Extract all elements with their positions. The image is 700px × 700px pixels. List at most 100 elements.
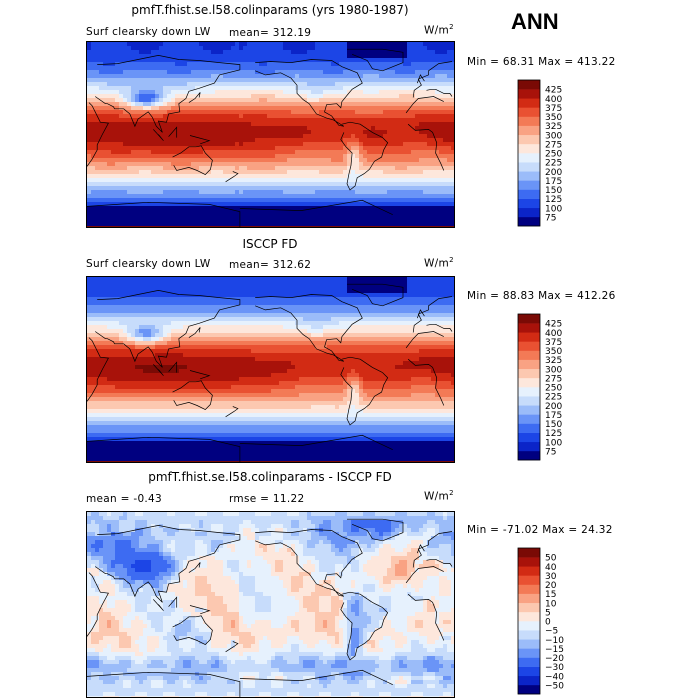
colorbar-swatch xyxy=(518,80,540,90)
colorbar-tick-label: 100 xyxy=(545,438,562,448)
colorbar-tick-label: 350 xyxy=(545,113,562,123)
colorbar-swatch xyxy=(518,350,540,360)
panel3-mean: mean = -0.43 xyxy=(86,493,163,505)
colorbar-tick-label: 100 xyxy=(545,204,562,214)
colorbar-swatch xyxy=(518,207,540,218)
colorbar-tick-label: 75 xyxy=(545,213,556,223)
colorbar-tick-label: −40 xyxy=(545,672,564,682)
colorbar-tick-label: −50 xyxy=(545,681,564,691)
colorbar-swatch xyxy=(518,684,540,695)
colorbar-swatch xyxy=(518,557,540,567)
colorbar-swatch xyxy=(518,441,540,452)
heatmap-cells xyxy=(87,277,454,462)
colorbar-tick-label: 275 xyxy=(545,374,562,384)
coastlines xyxy=(87,518,453,697)
panel2-map xyxy=(86,276,455,463)
colorbar-swatch xyxy=(518,125,540,136)
colorbar-tick-label: 325 xyxy=(545,122,562,132)
colorbar-tick-label: 425 xyxy=(545,86,562,96)
panel1-map xyxy=(86,41,455,228)
colorbar-swatch xyxy=(518,134,540,145)
colorbar-swatch xyxy=(518,405,540,415)
colorbar-tick-label: 400 xyxy=(545,329,562,339)
colorbar-tick-label: 125 xyxy=(545,195,562,205)
colorbar-swatch xyxy=(518,332,540,342)
colorbar-tick-label: 225 xyxy=(545,159,562,169)
colorbar-tick-label: 175 xyxy=(545,411,562,421)
colorbar-tick-label: 200 xyxy=(545,168,562,178)
colorbar-swatch xyxy=(518,387,540,397)
panel1-minmax: Min = 68.31 Max = 413.22 xyxy=(467,56,616,68)
panel1-field-label: Surf clearsky down LW xyxy=(86,26,211,38)
colorbar-swatch xyxy=(518,98,540,108)
colorbar-tick-label: 10 xyxy=(545,599,557,609)
colorbar-tick-label: −5 xyxy=(545,627,558,637)
panel3-rmse: rmse = 11.22 xyxy=(229,493,305,505)
colorbar-tick-label: 350 xyxy=(545,347,562,357)
colorbar-tick-label: 50 xyxy=(545,554,557,564)
colorbar-swatch xyxy=(518,621,540,631)
colorbar-swatch xyxy=(518,657,540,667)
colorbar-swatch xyxy=(518,89,540,99)
panel2-stat: mean= 312.62 xyxy=(229,259,312,271)
colorbar-swatch xyxy=(518,341,540,351)
colorbar-swatch xyxy=(518,566,540,576)
colorbar-swatch xyxy=(518,377,540,388)
panel3-units: W/m2 xyxy=(424,489,454,503)
colorbar-tick-label: 30 xyxy=(545,572,557,582)
colorbar-swatch xyxy=(518,107,540,117)
colorbar-swatch xyxy=(518,153,540,163)
panel3-colorbar: −50 −40 −30 −20 −15 −10 −5 0 5 10 15 20 30 40 50 xyxy=(517,547,578,695)
colorbar-tick-label: 15 xyxy=(545,590,556,600)
panel2-title: ISCCP FD xyxy=(242,237,298,251)
panel2-field-label: Surf clearsky down LW xyxy=(86,258,211,270)
panel1-colorbar: 75 100 125 150 175 200 225 250 275 300 325 350 375 40… xyxy=(517,79,578,227)
colorbar-tick-label: 400 xyxy=(545,95,562,105)
colorbar-tick-label: 125 xyxy=(545,429,562,439)
colorbar-swatch xyxy=(518,675,540,686)
colorbar-tick-label: 300 xyxy=(545,365,562,375)
colorbar-swatch xyxy=(518,611,540,622)
colorbar-swatch xyxy=(518,630,540,640)
colorbar-tick-label: 0 xyxy=(545,618,551,628)
colorbar-tick-label: 200 xyxy=(545,402,562,412)
colorbar-swatch xyxy=(518,432,540,443)
colorbar-swatch xyxy=(518,666,540,677)
panel2-colorbar: 75 100 125 150 175 200 225 250 275 300 325 350 375 40… xyxy=(517,313,578,461)
panel3-title: pmfT.fhist.se.l58.colinparams - ISCCP FD xyxy=(148,470,392,484)
colorbar-swatch xyxy=(518,423,540,433)
heatmap-cells xyxy=(87,42,454,227)
colorbar-swatch xyxy=(518,414,540,424)
coastlines xyxy=(87,48,453,227)
colorbar-tick-label: 40 xyxy=(545,563,557,573)
colorbar-tick-label: 225 xyxy=(545,393,562,403)
colorbar-swatch xyxy=(518,162,540,172)
colorbar-swatch xyxy=(518,368,540,379)
colorbar-swatch xyxy=(518,189,540,199)
panel1-title: pmfT.fhist.se.l58.colinparams (yrs 1980-… xyxy=(131,3,409,17)
colorbar-tick-label: 5 xyxy=(545,608,551,618)
colorbar-tick-label: 150 xyxy=(545,186,562,196)
colorbar-tick-label: −15 xyxy=(545,645,564,655)
colorbar-tick-label: 250 xyxy=(545,384,562,394)
panel2-minmax: Min = 88.83 Max = 412.26 xyxy=(467,290,616,302)
colorbar-swatch xyxy=(518,359,540,370)
colorbar-tick-label: 300 xyxy=(545,131,562,141)
colorbar-tick-label: 375 xyxy=(545,338,562,348)
colorbar-tick-label: 75 xyxy=(545,447,556,457)
colorbar-tick-label: 325 xyxy=(545,356,562,366)
colorbar-swatch xyxy=(518,171,540,181)
panel3-minmax: Min = -71.02 Max = 24.32 xyxy=(467,524,613,536)
colorbar-swatch xyxy=(518,314,540,324)
colorbar-swatch xyxy=(518,180,540,190)
colorbar-swatch xyxy=(518,593,540,604)
colorbar-tick-label: 175 xyxy=(545,177,562,187)
panel1-units: W/m2 xyxy=(424,23,454,37)
colorbar-tick-label: 150 xyxy=(545,420,562,430)
panel1-stat: mean= 312.19 xyxy=(229,27,312,39)
colorbar-swatch xyxy=(518,602,540,613)
colorbar-swatch xyxy=(518,198,540,209)
colorbar-swatch xyxy=(518,648,540,658)
colorbar-swatch xyxy=(518,216,540,227)
coastlines xyxy=(87,283,453,462)
